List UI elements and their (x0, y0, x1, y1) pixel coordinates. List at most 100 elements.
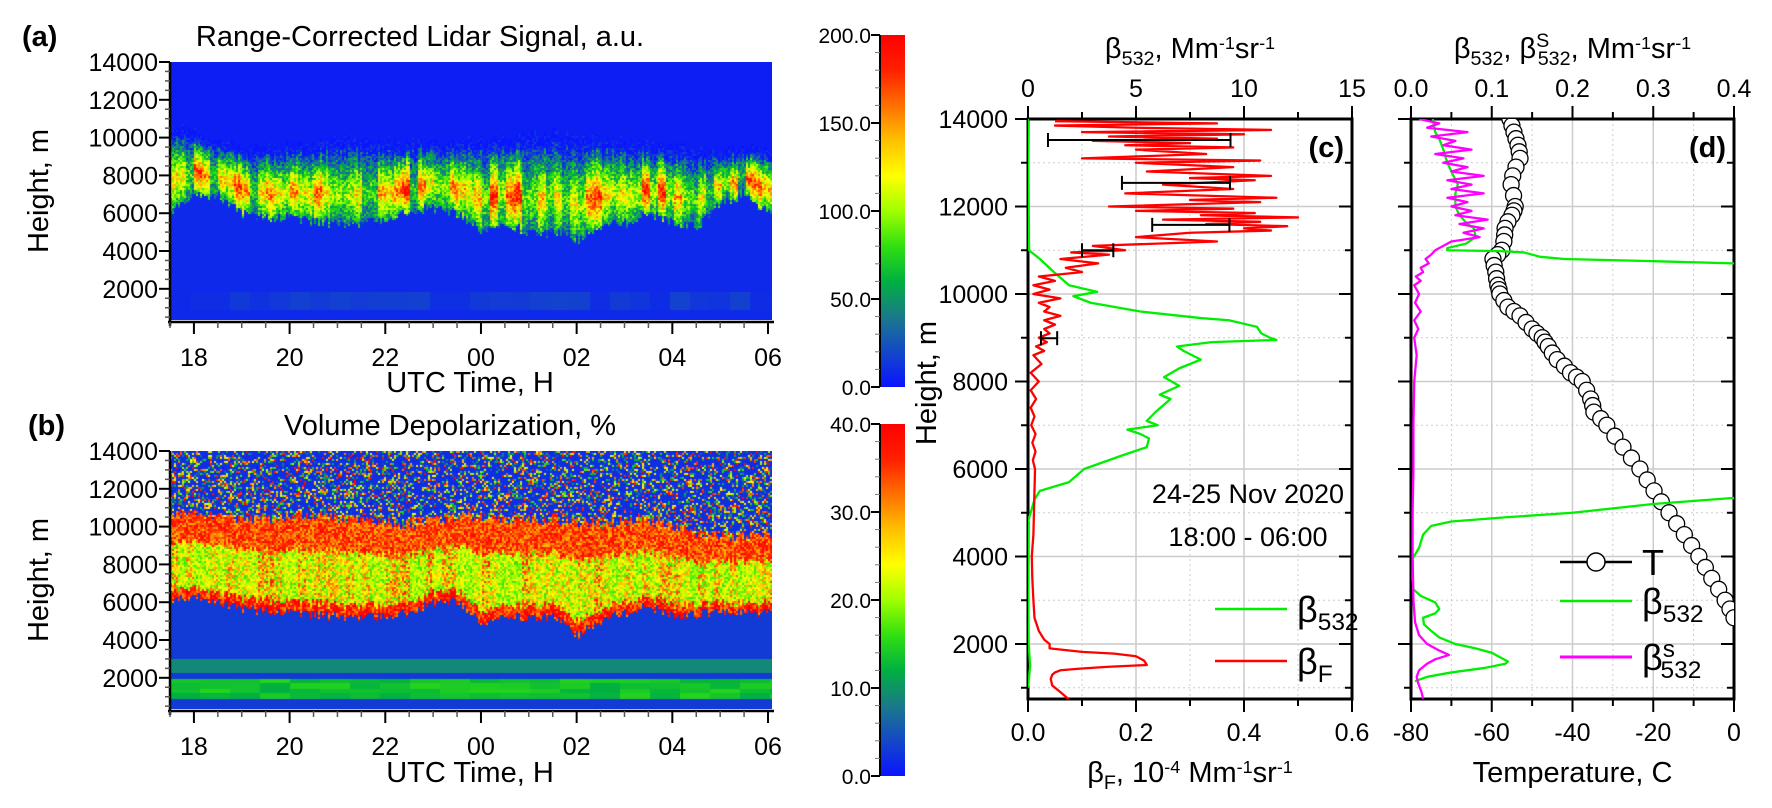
panel-c: 2000 4000 6000 8000 10000 12000 14000 Height, m… (911, 33, 1369, 794)
legend-label: β532 (1297, 589, 1359, 636)
y-tick-label: 14000 (88, 49, 158, 77)
x-tick-label: 22 (371, 733, 399, 761)
bottom-tick-label: 0 (1727, 719, 1741, 747)
bottom-axis-title-part: β (1087, 757, 1104, 789)
x-tick-label: 04 (658, 344, 686, 372)
top-axis-title: β532, βS 532, Mm-1sr-1 (1454, 30, 1691, 70)
legend-label-part: 532 (1661, 657, 1702, 684)
y-tick-label: 14000 (938, 106, 1008, 134)
panel-label: (c) (1309, 132, 1344, 164)
y-tick-label: 10000 (88, 125, 158, 153)
x-tick-label: 20 (276, 344, 304, 372)
plot-area (1411, 119, 1734, 699)
bottom-axis-title-part: sr (1253, 757, 1278, 789)
y-tick-label: 8000 (952, 369, 1008, 397)
x-tick-label: 02 (563, 344, 591, 372)
y-tick-label: 6000 (102, 200, 158, 228)
x-tick-label: 02 (563, 733, 591, 761)
colorbar-tick-label: 10.0 (830, 678, 871, 701)
y-tick-label: 2000 (102, 665, 158, 693)
legend-label-part: β (1297, 641, 1318, 682)
series-line-betaF (1029, 120, 1300, 699)
y-tick-label: 12000 (938, 194, 1008, 222)
legend-label-part: 532 (1663, 601, 1704, 628)
x-tick-label: 00 (467, 344, 495, 372)
y-tick-label: 10000 (938, 281, 1008, 309)
y-tick-label: 2000 (102, 276, 158, 304)
bottom-axis-title-part: -1 (1237, 757, 1253, 777)
y-tick-label: 2000 (952, 631, 1008, 659)
bottom-axis-title-part: Mm (1180, 757, 1236, 789)
top-tick-label: 10 (1230, 75, 1258, 103)
colorbar (880, 424, 905, 776)
top-axis-title-part: -1 (1675, 33, 1691, 53)
x-tick-label: 00 (467, 733, 495, 761)
top-axis-title-part: , β (1503, 33, 1536, 65)
x-tick-label: 06 (754, 344, 782, 372)
series-line-beta532_s (1411, 119, 1489, 699)
bottom-tick-label: 0.2 (1119, 719, 1154, 747)
panel-label: (a) (22, 21, 57, 53)
legend-label-part: F (1318, 661, 1333, 688)
bottom-tick-label: -40 (1554, 719, 1590, 747)
top-axis-title: β532, Mm-1sr-1 (1105, 33, 1275, 70)
colorbar-tick-label: 50.0 (830, 289, 871, 312)
bottom-axis-title-part: F (1104, 772, 1116, 794)
bottom-tick-label: 0.6 (1335, 719, 1370, 747)
panel-title: Volume Depolarization, % (284, 410, 616, 442)
legend-label: β532 (1642, 581, 1704, 628)
y-tick-label: 8000 (102, 551, 158, 579)
top-axis-title-part: , Mm (1571, 33, 1635, 65)
top-axis-title-part: 532 (1538, 48, 1571, 70)
y-axis-title: Height, m (23, 129, 55, 253)
date-annotation: 18:00 - 06:00 (1168, 522, 1327, 552)
series-line-beta532 (1411, 496, 1734, 683)
date-annotation: 24-25 Nov 2020 (1152, 479, 1344, 509)
top-tick-label: 0.4 (1717, 75, 1752, 103)
legend-label: βF (1297, 641, 1333, 688)
bottom-axis-title: Temperature, C (1473, 757, 1673, 789)
bottom-axis-title: βF, 10-4 Mm-1sr-1 (1087, 757, 1293, 794)
bottom-axis-title-part: -4 (1164, 757, 1180, 777)
x-tick-label: 20 (276, 733, 304, 761)
panel-a: 2000 4000 6000 8000 10000 12000 14000 18 20 22 00 0… (22, 21, 905, 400)
panel-b: 2000 4000 6000 8000 10000 12000 14000 18 20 22 00 0… (23, 410, 905, 789)
colorbar-tick-label: 30.0 (830, 502, 871, 525)
top-axis-title-part: β (1454, 33, 1471, 65)
bottom-axis-title-part: , 10 (1116, 757, 1164, 789)
colorbar-tick-label: 40.0 (830, 414, 871, 437)
top-tick-label: 0.3 (1636, 75, 1671, 103)
series-line-beta532 (1028, 119, 1278, 688)
bottom-tick-label: -60 (1474, 719, 1510, 747)
legend-label-part: β (1642, 637, 1663, 678)
y-tick-label: 12000 (88, 87, 158, 115)
colorbar-tick-label: 0.0 (842, 766, 871, 789)
x-axis-title: UTC Time, H (386, 367, 554, 399)
x-axis-title: UTC Time, H (386, 757, 554, 789)
x-tick-label: 04 (658, 733, 686, 761)
y-tick-label: 8000 (102, 162, 158, 190)
plot-area (1028, 119, 1300, 699)
colorbar (880, 35, 905, 387)
colorbar-tick-label: 0.0 (842, 377, 871, 400)
bottom-axis-title-part: Temperature, C (1473, 757, 1673, 789)
bottom-tick-label: 0.4 (1227, 719, 1262, 747)
legend-label-part: T (1642, 542, 1664, 583)
top-axis-title-part: sr (1235, 33, 1260, 65)
x-tick-label: 18 (180, 733, 208, 761)
y-tick-label: 12000 (88, 476, 158, 504)
top-tick-label: 0.0 (1394, 75, 1429, 103)
colorbar-tick-label: 100.0 (818, 201, 871, 224)
y-tick-label: 4000 (102, 627, 158, 655)
panel-label: (b) (28, 410, 65, 442)
temperature-point (1725, 609, 1734, 627)
legend-label-part: β (1297, 589, 1318, 630)
y-tick-label: 14000 (88, 438, 158, 466)
top-tick-label: 5 (1129, 75, 1143, 103)
y-tick-label: 6000 (952, 456, 1008, 484)
